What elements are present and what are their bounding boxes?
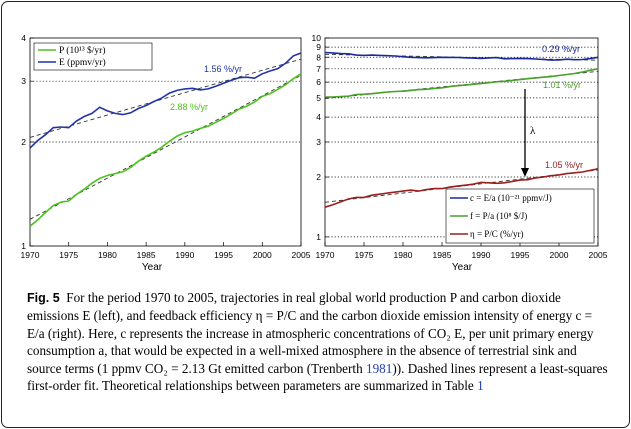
left-legend-box [33,42,153,71]
annotation-c-rate: 0.29 %/yr [542,44,580,54]
caption-ref-trenberth[interactable]: 1981 [365,360,393,376]
fit-line-E [29,58,302,138]
annotation-eta-rate: 1.05 %/yr [545,160,583,170]
x-tick-label: 1985 [137,250,156,260]
series-line-P [29,73,302,227]
lambda-label: λ [530,125,536,137]
left-xlabel: Year [142,262,163,273]
x-tick-label: 1995 [511,250,530,260]
y-tick-label: 8 [316,52,321,62]
y-tick-label: 3 [21,76,26,86]
annotation-f-rate: 1.01 %/yr [543,80,581,90]
y-tick-label: 5 [316,93,321,103]
x-tick-label: 2005 [589,250,608,260]
x-tick-label: 1990 [472,250,491,260]
x-tick-label: 1980 [98,250,117,260]
x-tick-label: 1970 [21,250,40,260]
y-tick-label: 2 [21,137,26,147]
left-legend: P (10¹³ $/yr) E (ppmv/yr) [33,42,153,71]
y-tick-label: 10 [312,33,322,43]
series-line-E [29,52,302,149]
legend-label-eta: η = P/C (%/yr) [470,229,524,239]
right-legend-box [445,188,595,244]
y-tick-label: 3 [316,137,321,147]
legend-label-P: P (10¹³ $/yr) [59,45,106,56]
y-tick-label: 7 [316,64,321,74]
y-tick-label: 4 [21,33,26,43]
x-tick-label: 1985 [433,250,452,260]
fit-line-eta [324,169,599,203]
y-tick-label: 9 [316,42,321,52]
caption-label: Fig. 5 [27,291,60,305]
x-tick-label: 1975 [59,250,78,260]
series-line-f [325,68,599,98]
y-tick-label: 4 [316,112,321,122]
legend-label-E: E (ppmv/yr) [59,57,106,68]
x-tick-label: 1970 [316,250,335,260]
x-tick-label: 1975 [355,250,374,260]
y-tick-label: 6 [316,77,321,87]
y-tick-label: 1 [21,241,26,251]
caption-text-2: )). Dashed lines represent a least-squar… [27,360,608,394]
series-line-c [324,51,599,61]
x-tick-label: 1980 [394,250,413,260]
right-xlabel: Year [452,262,473,273]
y-tick-label: 1 [316,232,321,242]
annotation-P-rate: 2.88 %/yr [170,102,208,112]
caption-text-1: For the period 1970 to 2005, trajectorie… [27,290,594,376]
legend-label-f: f = P/a (10⁸ $/J) [470,211,527,221]
lambda-arrow-head [521,168,529,177]
x-tick-label: 1995 [214,250,233,260]
series-line-eta [324,168,599,208]
x-tick-label: 2000 [550,250,569,260]
right-legend: c = E/a (10⁻²¹ ppmv/J) f = P/a (10⁸ $/J)… [445,188,595,244]
y-tick-label: 2 [316,172,321,182]
caption-ref-table[interactable]: 1 [477,378,484,394]
x-tick-label: 2005 [292,250,311,260]
annotation-E-rate: 1.56 %/yr [204,64,242,74]
left-chart: 1 2 3 4 1970 1975 1980 1985 1990 1995 2000 2005 Yea… [21,33,311,273]
x-tick-label: 2000 [253,250,272,260]
legend-label-c: c = E/a (10⁻²¹ ppmv/J) [470,193,552,203]
x-tick-label: 1990 [175,250,194,260]
figure-caption: Fig. 5 For the period 1970 to 2005, traj… [27,289,611,394]
